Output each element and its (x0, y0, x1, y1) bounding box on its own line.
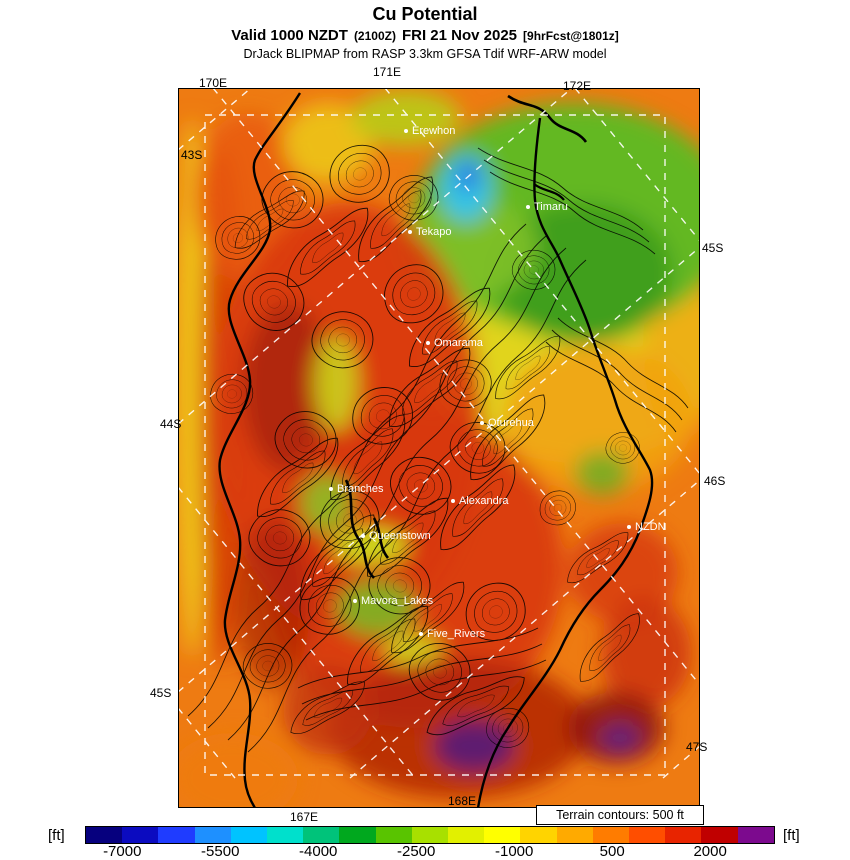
grid-label-46s: 46S (704, 474, 726, 488)
domain-boundary (204, 114, 666, 776)
place-alexandra: Alexandra (451, 495, 509, 507)
colorbar-ticks: -7000 -5500 -4000 -2500 -1000 500 2000 (85, 843, 775, 860)
place-dot-icon (480, 421, 484, 425)
map-border (178, 88, 700, 808)
place-label: Five_Rivers (427, 628, 486, 640)
grid-label-47s: 47S (686, 740, 708, 754)
colorbar-segment (629, 827, 666, 843)
model-line: DrJack BLIPMAP from RASP 3.3km GFSA Tdif… (243, 47, 607, 61)
place-label: Omarama (434, 337, 483, 349)
colorbar-segment (701, 827, 738, 843)
colorbar-unit-right: [ft] (783, 827, 800, 844)
place-dot-icon (526, 205, 530, 209)
colorbar-segment (339, 827, 376, 843)
colorbar-tick-label: -5500 (201, 843, 240, 860)
colorbar-tick-label: 2000 (693, 843, 727, 860)
place-markers-layer: Erewhon Timaru Tekapo Omarama Oturehua Branch… (178, 88, 700, 808)
valid-time: Valid 1000 NZDT (231, 27, 348, 44)
colorbar-segment (448, 827, 485, 843)
grid-label-44s: 44S (160, 417, 182, 431)
place-five_rivers: Five_Rivers (419, 628, 485, 640)
terrain-contours-note: Terrain contours: 500 ft (536, 805, 704, 825)
place-dot-icon (408, 230, 412, 234)
valid-zulu: (2100Z) (353, 29, 396, 43)
header: Cu Potential Valid 1000 NZDT (2100Z) FRI 2… (0, 4, 850, 61)
colorbar-segment (556, 827, 593, 843)
colorbar-segment (267, 827, 304, 843)
colorbar-segment (737, 827, 774, 843)
place-erewhon: Erewhon (404, 125, 455, 137)
map-area: Erewhon Timaru Tekapo Omarama Oturehua Branch… (178, 88, 700, 808)
place-label: Tekapo (416, 226, 452, 238)
place-label: Erewhon (412, 125, 456, 137)
place-label: Timaru (534, 201, 568, 213)
place-label: Branches (337, 483, 384, 495)
colorbar-segment (194, 827, 231, 843)
place-dot-icon (353, 599, 357, 603)
colorbar-segment (122, 827, 159, 843)
place-dot-icon (361, 534, 365, 538)
place-nzdn: NZDN (627, 521, 666, 533)
colorbar-segment (375, 827, 412, 843)
place-label: Mavora_Lakes (361, 595, 434, 607)
colorbar-tick-label: 500 (599, 843, 625, 860)
place-dot-icon (419, 632, 423, 636)
grid-label-45s: 45S (702, 241, 724, 255)
colorbar-segment (665, 827, 702, 843)
grid-label-172e: 172E (563, 79, 592, 93)
place-dot-icon (426, 341, 430, 345)
place-branches: Branches (329, 483, 383, 495)
valid-forecast: [9hrFcst@1801z] (523, 29, 619, 43)
place-oturehua: Oturehua (480, 417, 534, 429)
valid-date: FRI 21 Nov 2025 (401, 27, 518, 44)
colorbar-segment (484, 827, 521, 843)
place-label: Queenstown (369, 530, 431, 542)
grid-label-45s: 45S (150, 686, 172, 700)
place-dot-icon (329, 487, 333, 491)
valid-line: Valid 1000 NZDT (2100Z) FRI 21 Nov 2025 [9h… (0, 27, 850, 44)
colorbar-tick-label: -4000 (299, 843, 338, 860)
coastline (218, 92, 654, 808)
grid-label-167e: 167E (290, 810, 319, 824)
colorbar-segment (158, 827, 195, 843)
colorbar-unit-left: [ft] (48, 827, 65, 844)
grid-label-171e: 171E (373, 65, 402, 79)
place-label: NZDN (635, 521, 666, 533)
grid-label-168e: 168E (448, 794, 477, 808)
colorbar-segment (303, 827, 340, 843)
place-dot-icon (451, 499, 455, 503)
place-timaru: Timaru (526, 201, 568, 213)
colorbar-tick-label: -2500 (397, 843, 436, 860)
grid-label-170e: 170E (199, 76, 228, 90)
place-queenstown: Queenstown (361, 530, 431, 542)
colorbar-segment (230, 827, 268, 843)
place-dot-icon (404, 129, 408, 133)
lakes-and-heavy-contours (344, 94, 588, 579)
place-omarama: Omarama (426, 337, 483, 349)
colorbar-segment (411, 827, 449, 843)
place-tekapo: Tekapo (408, 226, 451, 238)
map-image (178, 88, 700, 808)
colorbar-tick-label: -1000 (494, 843, 534, 860)
colorbar-segment (520, 827, 557, 843)
graticule (178, 88, 700, 779)
place-label: Alexandra (459, 495, 509, 507)
place-mavora_lakes: Mavora_Lakes (353, 595, 433, 607)
colorbar-segment (592, 827, 630, 843)
colorbar (85, 826, 775, 844)
colorbar-segment (86, 827, 123, 843)
place-dot-icon (627, 525, 631, 529)
page-title: Cu Potential (372, 4, 478, 24)
place-label: Oturehua (488, 417, 534, 429)
grid-label-43s: 43S (181, 148, 203, 162)
colorbar-tick-label: -7000 (103, 843, 142, 860)
